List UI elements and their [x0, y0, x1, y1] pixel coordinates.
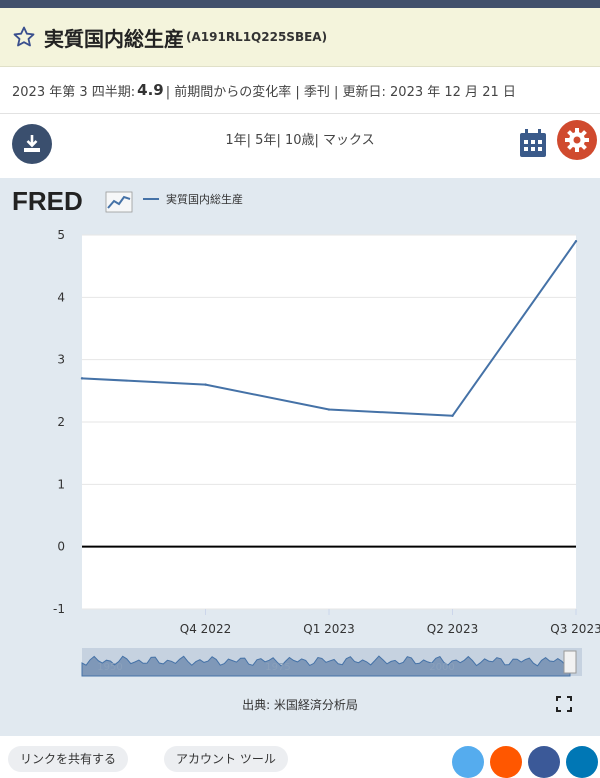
series-id: (A191RL1Q225SBEA) — [186, 30, 328, 44]
facebook-icon[interactable] — [528, 746, 560, 778]
data-point — [327, 408, 331, 411]
navigator-series — [81, 655, 571, 677]
data-point — [204, 383, 207, 386]
legend-label: 実質国内総生産 — [166, 193, 243, 206]
y-tick-label: 0 — [57, 540, 65, 554]
page-title: 実質国内総生産 — [44, 26, 184, 51]
account-tools-button[interactable]: アカウント ツール — [164, 746, 288, 772]
range-5y[interactable]: 5年 — [255, 133, 277, 148]
top-bar — [0, 0, 600, 8]
navigator-handle — [563, 650, 577, 674]
range-1y[interactable]: 1年 — [225, 133, 247, 148]
navigator-label: 2000 — [429, 662, 454, 673]
y-tick-label: -1 — [53, 602, 65, 616]
legend-swatch — [143, 198, 159, 200]
fred-logo-mark: FRED — [12, 186, 133, 216]
navigator-label: 1975 — [265, 662, 290, 673]
y-tick-label: 2 — [57, 415, 65, 429]
logo-text: FRED — [12, 186, 83, 216]
x-tick-label: Q3 2023 — [550, 622, 600, 636]
x-tick-label: Q4 2022 — [180, 622, 231, 636]
chart-area: FRED 実質国内総生産 -1 0 1 2 3 4 5 Q4 2022 Q1 2023 Q2 20… — [0, 178, 600, 736]
navigator-label: 1950 — [97, 662, 122, 673]
y-tick-label: 5 — [57, 228, 65, 242]
observation-summary: 2023 年第 3 四半期: 4.9 | 前期間からの変化率 | 季刊 | 更新… — [0, 67, 600, 114]
bottom-bar: リンクを共有する アカウント ツール — [0, 736, 600, 778]
data-point — [574, 240, 578, 243]
star-icon[interactable] — [12, 25, 36, 49]
y-tick-label: 3 — [57, 353, 65, 367]
range-max[interactable]: マックス — [323, 133, 375, 148]
title-band: 実質国内総生産 (A191RL1Q225SBEA) — [0, 8, 600, 67]
data-point — [80, 377, 84, 380]
linkedin-icon[interactable] — [566, 746, 598, 778]
line-chart: -1 0 1 2 3 4 5 Q4 2022 Q1 2023 Q2 2023 Q3 2023 1950… — [53, 228, 600, 677]
fred-logo: FRED — [12, 186, 134, 220]
latest-value: 4.9 — [137, 81, 164, 99]
chart-legend: 実質国内総生産 — [143, 191, 243, 207]
data-point — [451, 414, 454, 417]
y-tick-label: 1 — [57, 477, 65, 491]
fullscreen-icon[interactable] — [556, 696, 572, 712]
source-note: 出典: 米国経済分析局 — [242, 698, 358, 712]
y-tick-label: 4 — [57, 290, 65, 304]
download-icon — [24, 135, 40, 152]
download-button[interactable] — [12, 124, 52, 164]
period-label: 2023 年第 3 四半期: — [12, 84, 136, 100]
gear-icon — [565, 128, 589, 152]
settings-button[interactable] — [557, 120, 597, 160]
range-10y[interactable]: 10歳 — [284, 133, 315, 148]
reddit-icon[interactable] — [490, 746, 522, 778]
calendar-icon[interactable] — [519, 128, 547, 158]
range-selector: 1年| 5年| 10歳| マックス — [225, 133, 375, 148]
x-tick-label: Q2 2023 — [427, 622, 478, 636]
meta-details: | 前期間からの変化率 | 季刊 | 更新日: 2023 年 12 月 21 日 — [165, 84, 516, 100]
share-link-button[interactable]: リンクを共有する — [8, 746, 129, 772]
twitter-icon[interactable] — [452, 746, 484, 778]
x-tick-label: Q1 2023 — [303, 622, 354, 636]
toolbar: 1年| 5年| 10歳| マックス — [0, 114, 600, 178]
